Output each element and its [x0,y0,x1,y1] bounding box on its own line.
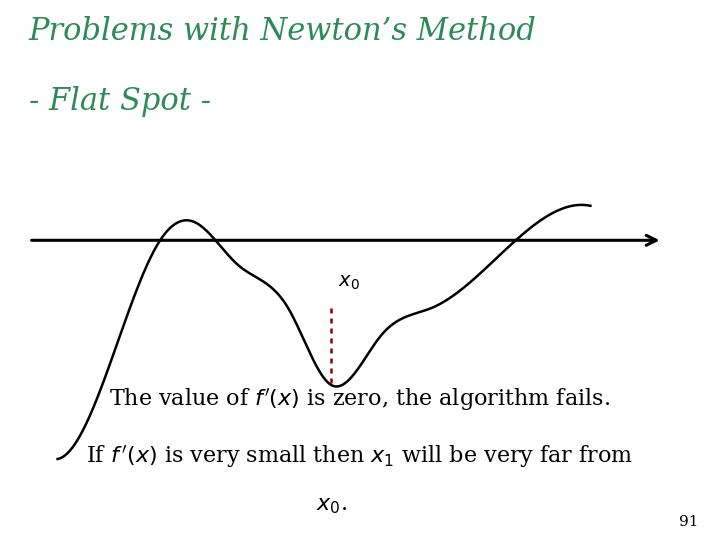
Text: The value of $\mathbf{\mathit{f'(x)}}$ is zero, the algorithm fails.: The value of $\mathbf{\mathit{f'(x)}}$ i… [109,386,611,413]
Text: $x_0$: $x_0$ [338,273,360,292]
Text: Problems with Newton’s Method: Problems with Newton’s Method [29,16,536,47]
Text: $\mathbf{\mathit{x_0}}$.: $\mathbf{\mathit{x_0}}$. [315,494,347,516]
Text: 91: 91 [679,515,698,529]
Text: If $\mathbf{\mathit{f\,'(x)}}$ is very small then $\mathbf{\mathit{x_1}}$ will b: If $\mathbf{\mathit{f\,'(x)}}$ is very s… [86,443,634,470]
Text: - Flat Spot -: - Flat Spot - [29,86,211,117]
